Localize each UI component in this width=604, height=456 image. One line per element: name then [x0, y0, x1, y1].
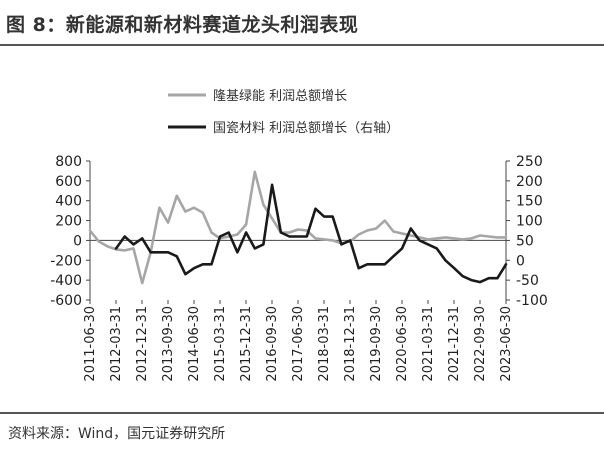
x-tick-label: 2011-06-30	[83, 306, 98, 382]
title-bar: 图 8：新能源和新材料赛道龙头利润表现	[0, 0, 604, 44]
left-tick-label: 400	[55, 194, 82, 210]
right-tick-label: 0	[516, 253, 525, 269]
x-tick-label: 2022-09-30	[473, 306, 488, 382]
x-tick-label: 2014-06-30	[187, 306, 202, 382]
right-tick-label: 200	[516, 174, 543, 190]
right-tick-label: 250	[516, 154, 543, 170]
legend-label: 隆基绿能 利润总额增长	[213, 89, 347, 104]
x-tick-label: 2016-09-30	[265, 306, 280, 382]
x-tick-label: 2018-12-31	[343, 306, 358, 382]
x-tick-label: 2012-03-31	[109, 306, 124, 382]
x-tick-label: 2018-03-31	[317, 306, 332, 382]
left-tick-label: 0	[73, 233, 82, 249]
x-tick-label: 2015-03-31	[213, 306, 228, 382]
left-tick-label: -400	[50, 273, 82, 289]
x-tick-label: 2015-12-31	[239, 306, 254, 382]
x-tick-label: 2012-12-31	[135, 306, 150, 382]
right-tick-label: 100	[516, 214, 543, 230]
source-note: 资料来源：Wind，国元证券研究所	[8, 426, 226, 442]
left-tick-label: 800	[55, 154, 82, 170]
left-tick-label: 600	[55, 174, 82, 190]
x-tick-label: 2020-06-30	[395, 306, 410, 382]
left-tick-label: -200	[50, 253, 82, 269]
left-tick-label: 200	[55, 214, 82, 230]
top-divider	[0, 44, 604, 46]
x-tick-label: 2019-09-30	[369, 306, 384, 382]
right-tick-label: -100	[516, 293, 548, 309]
series-line-guoci	[114, 183, 508, 284]
figure-title: 图 8：新能源和新材料赛道龙头利润表现	[6, 14, 359, 36]
x-tick-label: 2021-03-31	[421, 306, 436, 382]
right-tick-label: -50	[516, 273, 539, 289]
bottom-divider	[0, 412, 604, 414]
series-line-longi	[88, 170, 508, 285]
x-tick-label: 2021-12-31	[447, 306, 462, 382]
x-tick-label: 2017-06-30	[291, 306, 306, 382]
left-tick-label: -600	[50, 293, 82, 309]
right-tick-label: 150	[516, 194, 543, 210]
x-tick-label: 2023-06-30	[499, 306, 514, 382]
legend-label: 国瓷材料 利润总额增长（右轴）	[213, 121, 399, 136]
x-tick-label: 2013-09-30	[161, 306, 176, 382]
right-tick-label: 50	[516, 233, 534, 249]
profit-growth-chart: 800 600 400 200 0 -200 -400 -600 250 200 150 100 50 0…	[50, 89, 548, 382]
